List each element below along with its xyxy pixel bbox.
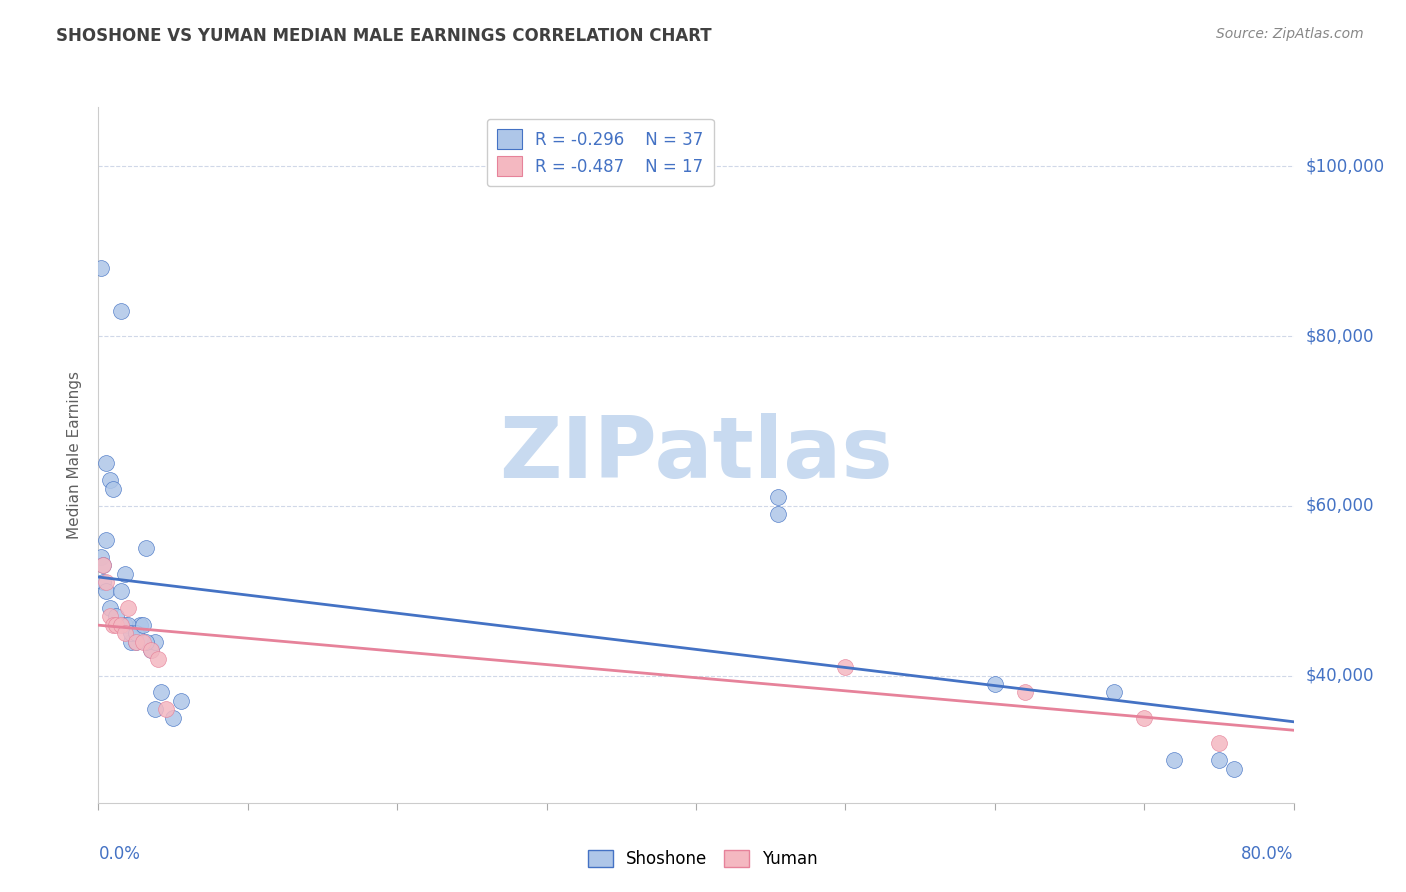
Text: $40,000: $40,000 xyxy=(1305,666,1374,684)
Point xyxy=(94,533,117,547)
Text: SHOSHONE VS YUMAN MEDIAN MALE EARNINGS CORRELATION CHART: SHOSHONE VS YUMAN MEDIAN MALE EARNINGS C… xyxy=(56,27,711,45)
Text: $80,000: $80,000 xyxy=(1305,327,1374,345)
Text: $60,000: $60,000 xyxy=(1305,497,1374,515)
Point xyxy=(139,643,162,657)
Point xyxy=(132,634,155,648)
Point xyxy=(98,474,122,488)
Point xyxy=(766,491,789,505)
Point xyxy=(135,634,157,648)
Point xyxy=(94,457,117,471)
Point xyxy=(125,634,148,648)
Point xyxy=(135,541,157,556)
Point xyxy=(114,566,136,581)
Point xyxy=(94,583,117,598)
Point xyxy=(120,626,142,640)
Point xyxy=(1208,736,1230,750)
Point xyxy=(103,482,125,496)
Point xyxy=(1208,753,1230,767)
Point xyxy=(766,508,789,522)
Point xyxy=(114,617,136,632)
Point xyxy=(90,261,112,276)
Point xyxy=(110,583,132,598)
Point xyxy=(117,617,139,632)
Point xyxy=(98,600,122,615)
Point xyxy=(1223,762,1246,776)
Point xyxy=(1014,685,1036,699)
Point xyxy=(129,617,152,632)
Point xyxy=(169,694,191,708)
Point xyxy=(91,558,114,573)
Point xyxy=(110,617,132,632)
Point xyxy=(143,702,166,716)
Point xyxy=(105,609,128,624)
Point xyxy=(139,643,162,657)
Text: 0.0%: 0.0% xyxy=(98,845,141,863)
Point xyxy=(120,634,142,648)
Point xyxy=(834,660,856,674)
Point xyxy=(132,617,155,632)
Y-axis label: Median Male Earnings: Median Male Earnings xyxy=(67,371,83,539)
Point xyxy=(98,609,122,624)
Point xyxy=(1163,753,1185,767)
Point xyxy=(91,558,114,573)
Point xyxy=(143,634,166,648)
Point xyxy=(90,549,112,564)
Legend: R = -0.296    N = 37, R = -0.487    N = 17: R = -0.296 N = 37, R = -0.487 N = 17 xyxy=(486,119,714,186)
Point xyxy=(148,651,170,665)
Point xyxy=(91,575,114,590)
Text: $100,000: $100,000 xyxy=(1305,157,1385,176)
Point xyxy=(155,702,177,716)
Text: Source: ZipAtlas.com: Source: ZipAtlas.com xyxy=(1216,27,1364,41)
Point xyxy=(94,575,117,590)
Point xyxy=(103,617,125,632)
Point xyxy=(125,626,148,640)
Point xyxy=(162,711,184,725)
Point xyxy=(125,634,148,648)
Point xyxy=(110,303,132,318)
Legend: Shoshone, Yuman: Shoshone, Yuman xyxy=(581,843,825,875)
Point xyxy=(117,600,139,615)
Point xyxy=(1104,685,1126,699)
Point xyxy=(983,677,1005,691)
Point xyxy=(1133,711,1156,725)
Text: ZIPatlas: ZIPatlas xyxy=(499,413,893,497)
Point xyxy=(150,685,173,699)
Point xyxy=(105,617,128,632)
Point xyxy=(114,626,136,640)
Text: 80.0%: 80.0% xyxy=(1241,845,1294,863)
